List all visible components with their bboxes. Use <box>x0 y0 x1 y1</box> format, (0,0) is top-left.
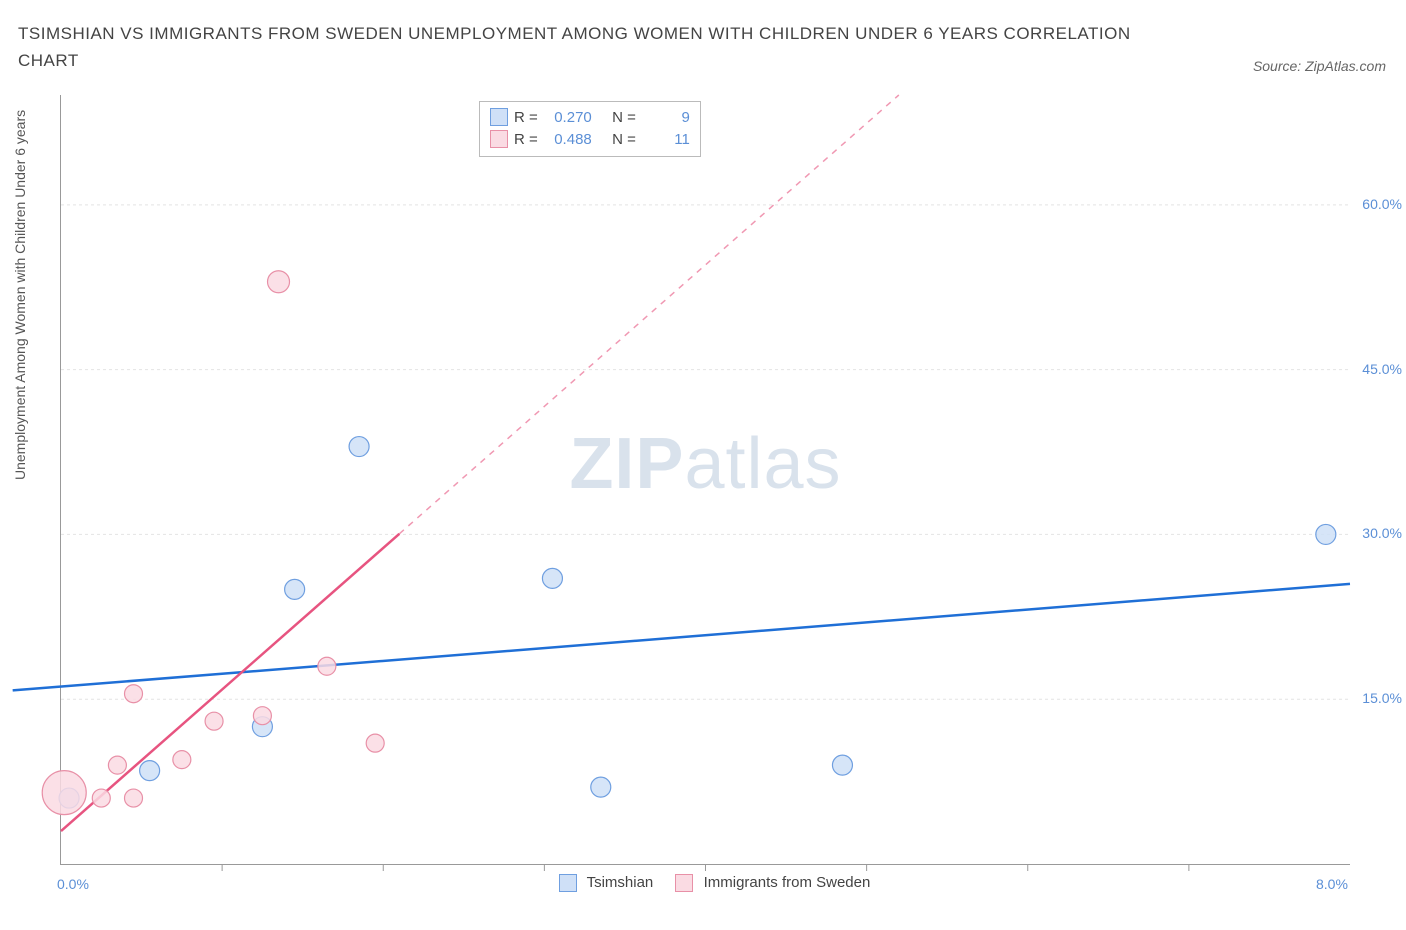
legend-row-series-0: R = 0.270 N = 9 <box>490 106 690 128</box>
bottom-label-1: Immigrants from Sweden <box>704 874 871 891</box>
x-tick-label: 0.0% <box>57 876 89 892</box>
legend-n-label-1: N = <box>612 131 636 148</box>
legend-r-label: R = <box>514 109 538 126</box>
chart-page: TSIMSHIAN VS IMMIGRANTS FROM SWEDEN UNEM… <box>0 0 1406 930</box>
legend-row-series-1: R = 0.488 N = 11 <box>490 128 690 150</box>
y-tick-label: 45.0% <box>1362 361 1402 377</box>
legend-swatch-0 <box>490 108 508 126</box>
legend-r-value-0: 0.270 <box>544 109 592 126</box>
y-axis-label: Unemployment Among Women with Children U… <box>12 110 28 480</box>
legend-swatch-1 <box>490 130 508 148</box>
chart-svg <box>61 95 1350 864</box>
bottom-swatch-1 <box>675 874 693 892</box>
x-tick-label: 8.0% <box>1316 876 1348 892</box>
bottom-label-0: Tsimshian <box>587 874 654 891</box>
legend-r-value-1: 0.488 <box>544 131 592 148</box>
legend-n-label: N = <box>612 109 636 126</box>
correlation-legend: R = 0.270 N = 9 R = 0.488 N = 11 <box>479 101 701 157</box>
bottom-swatch-0 <box>559 874 577 892</box>
source-attribution: Source: ZipAtlas.com <box>1253 58 1386 74</box>
legend-r-label-1: R = <box>514 131 538 148</box>
legend-n-value-0: 9 <box>642 109 690 126</box>
plot-area: ZIPatlas R = 0.270 N = 9 R = 0.488 N = 1… <box>60 95 1350 865</box>
y-tick-label: 30.0% <box>1362 525 1402 541</box>
series-legend: Tsimshian Immigrants from Sweden <box>61 874 1350 892</box>
legend-n-value-1: 11 <box>642 131 690 148</box>
chart-title: TSIMSHIAN VS IMMIGRANTS FROM SWEDEN UNEM… <box>18 20 1138 74</box>
y-tick-label: 15.0% <box>1362 690 1402 706</box>
y-tick-label: 60.0% <box>1362 196 1402 212</box>
